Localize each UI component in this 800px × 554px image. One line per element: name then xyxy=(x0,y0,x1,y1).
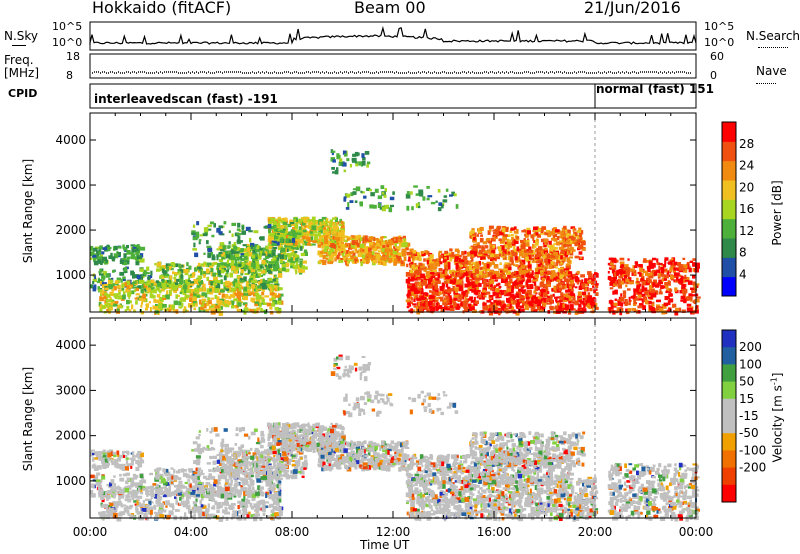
nsky-label-underline xyxy=(12,45,26,46)
nsky-trace xyxy=(89,25,697,45)
ytick-label: 4000 xyxy=(55,338,86,352)
ytick-label: 3000 xyxy=(55,178,86,192)
xtick-label: 16:00 xyxy=(477,525,512,539)
ytick-label: 2000 xyxy=(55,223,86,237)
power-colorbar-segment xyxy=(722,180,736,200)
xtick-label: 00:00 xyxy=(73,525,108,539)
nsky-tick-bottom: 10^0 xyxy=(52,36,83,49)
freq-tick-top: 18 xyxy=(66,50,80,63)
ytick-label: 1000 xyxy=(55,268,86,282)
power-colorbar-segment xyxy=(722,276,736,297)
velocity-colorbar-segment xyxy=(722,450,736,469)
power-colorbar-segment xyxy=(722,122,736,142)
cpid-segment-1: interleavedscan (fast) -191 xyxy=(94,92,278,106)
velocity-colorbar-tick: 50 xyxy=(739,375,754,389)
power-colorbar-frame xyxy=(721,121,737,297)
xtick-label: 20:00 xyxy=(578,525,613,539)
freq-unit-label: [MHz] xyxy=(4,66,40,80)
velocity-colorbar-segment xyxy=(722,416,736,434)
power-colorbar-tick: 16 xyxy=(739,202,754,216)
nsky-label: N.Sky xyxy=(4,29,39,43)
velocity-colorbar-segment xyxy=(722,433,736,451)
power-echoes xyxy=(90,149,701,316)
velocity-echoes xyxy=(90,354,700,522)
xaxis-label: Time UT xyxy=(360,538,410,552)
velocity-colorbar-segment xyxy=(722,347,736,365)
nsearch-tick-top: 10^5 xyxy=(704,20,735,33)
cpid-frame xyxy=(89,83,697,109)
velocity-colorbar-frame xyxy=(721,329,737,503)
nsearch-label-dots xyxy=(758,47,788,48)
nave-tick-bottom: 0 xyxy=(710,69,717,82)
velocity-colorbar-segment xyxy=(722,381,736,400)
power-colorbar-segment xyxy=(722,141,736,162)
cpid-segment-2: normal (fast) 151 xyxy=(596,82,714,96)
ytick-label: 1000 xyxy=(55,474,86,488)
nave-label: Nave xyxy=(756,64,787,78)
velocity-colorbar-tick: -15 xyxy=(739,409,759,423)
nsky-tick-top: 10^5 xyxy=(52,20,83,33)
nsky-frame xyxy=(89,21,697,51)
ytick-label: 4000 xyxy=(55,133,86,147)
velocity-colorbar-segment xyxy=(722,398,736,417)
cpid-label: CPID xyxy=(8,87,38,100)
xtick-label: 08:00 xyxy=(275,525,310,539)
power-colorbar-segment xyxy=(722,199,736,220)
xtick-label: 04:00 xyxy=(174,525,209,539)
xtick-label: 12:00 xyxy=(376,525,411,539)
nave-label-dots xyxy=(756,83,776,84)
power-colorbar-segment xyxy=(722,257,736,278)
xtick-label: 00:00 xyxy=(679,525,714,539)
velocity-colorbar-segment xyxy=(722,330,736,348)
power-colorbar-tick: 12 xyxy=(739,224,754,238)
velocity-colorbar-tick: 100 xyxy=(739,357,762,371)
station-title: Hokkaido (fitACF) xyxy=(92,0,232,17)
velocity-colorbar-tick: -200 xyxy=(739,461,766,475)
nave-tick-top: 60 xyxy=(710,50,724,63)
freq-label: Freq. xyxy=(4,53,34,67)
nsearch-tick-bottom: 10^0 xyxy=(704,36,735,49)
velocity-colorbar-tick: 200 xyxy=(739,340,762,354)
freq-frame xyxy=(89,53,697,79)
freq-tick-bottom: 8 xyxy=(66,69,73,82)
power-colorbar-tick: 4 xyxy=(739,267,747,281)
nsearch-label: N.Search xyxy=(746,29,800,43)
date-title: 21/Jun/2016 xyxy=(584,0,681,17)
beam-title: Beam 00 xyxy=(354,0,426,17)
velocity-colorbar-segment xyxy=(722,364,736,383)
ytick-label: 3000 xyxy=(55,383,86,397)
power-colorbar-segment xyxy=(722,160,736,181)
power-colorbar-segment xyxy=(722,238,736,258)
velocity-colorbar-tick: -50 xyxy=(739,426,759,440)
velocity-colorbar-tick: -100 xyxy=(739,443,766,457)
power-colorbar-tick: 20 xyxy=(739,180,754,194)
power-colorbar-segment xyxy=(722,218,736,239)
power-colorbar-tick: 24 xyxy=(739,159,754,173)
ytick-label: 2000 xyxy=(55,429,86,443)
freq-trace xyxy=(92,71,691,74)
power-colorbar-tick: 8 xyxy=(739,246,747,260)
power-colorbar-tick: 28 xyxy=(739,137,754,151)
velocity-colorbar-segment xyxy=(722,484,736,503)
velocity-colorbar-segment xyxy=(722,467,736,486)
velocity-colorbar-tick: 15 xyxy=(739,392,754,406)
